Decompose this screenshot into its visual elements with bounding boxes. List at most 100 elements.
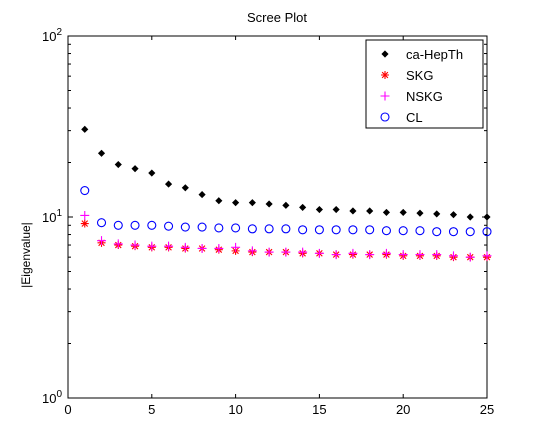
data-point	[281, 247, 291, 257]
legend-marker	[381, 71, 389, 79]
data-point	[432, 227, 442, 237]
data-point	[197, 243, 207, 253]
data-point	[131, 165, 139, 173]
data-point	[298, 247, 308, 257]
y-tick-base: 10	[42, 29, 56, 44]
x-tick-label: 25	[480, 402, 494, 417]
data-point	[247, 246, 257, 256]
data-point	[282, 201, 290, 209]
y-tick-exponent: 1	[56, 208, 62, 219]
data-point	[348, 225, 358, 235]
data-point	[448, 251, 458, 261]
data-point	[180, 222, 190, 232]
legend-marker	[381, 50, 389, 58]
data-point	[113, 220, 123, 230]
data-point	[415, 250, 425, 260]
data-point	[483, 213, 491, 221]
data-point	[164, 180, 173, 188]
data-point	[164, 241, 174, 251]
series-ca-hepth	[81, 125, 491, 221]
data-point	[180, 242, 190, 252]
data-point	[415, 226, 425, 236]
data-point	[215, 197, 223, 205]
data-point	[214, 223, 224, 233]
legend: ca-HepTh SKG NSKG CL	[365, 39, 484, 129]
data-point	[248, 199, 256, 207]
data-point	[399, 208, 407, 216]
y-tick-label: 102	[42, 27, 62, 44]
legend-marker	[380, 91, 390, 101]
legend-label: ca-HepTh	[406, 47, 463, 62]
data-point	[482, 227, 492, 237]
data-point	[113, 239, 123, 249]
y-axis-label: |Eigenvalue|	[19, 222, 33, 288]
y-tick-label: 100	[42, 389, 62, 406]
data-point	[365, 250, 375, 260]
data-point	[231, 223, 241, 233]
data-point	[465, 227, 475, 237]
x-tick-label: 20	[396, 402, 410, 417]
data-point	[465, 252, 475, 262]
data-point	[114, 160, 122, 169]
data-point	[416, 209, 424, 217]
x-tick-label: 15	[312, 402, 326, 417]
data-point	[348, 248, 358, 258]
data-point	[365, 225, 375, 235]
y-tick-label: 101	[42, 208, 62, 225]
chart-title: Scree Plot	[247, 10, 307, 25]
data-point	[398, 250, 408, 260]
data-point	[466, 213, 474, 221]
data-point	[264, 247, 274, 257]
data-point	[181, 184, 189, 192]
data-point	[331, 250, 341, 260]
data-point	[214, 243, 224, 253]
data-point	[315, 205, 323, 214]
data-point	[314, 225, 324, 235]
data-point	[198, 191, 206, 199]
data-point	[197, 222, 207, 232]
data-markers	[80, 125, 492, 262]
data-point	[366, 207, 374, 215]
y-tick-base: 10	[42, 391, 56, 406]
data-point	[281, 224, 291, 234]
data-point	[96, 218, 107, 228]
data-point	[349, 207, 357, 215]
x-tick-label: 10	[228, 402, 242, 417]
legend-label: CL	[406, 110, 423, 125]
y-tick-base: 10	[42, 210, 56, 225]
data-point	[264, 224, 274, 234]
x-tick-label: 0	[64, 402, 71, 417]
data-point	[449, 211, 458, 219]
data-point	[265, 200, 273, 208]
data-point	[148, 169, 156, 177]
data-point	[80, 210, 90, 220]
data-point	[97, 236, 107, 246]
y-tick-exponent: 2	[56, 27, 62, 38]
data-point	[147, 220, 157, 230]
legend-label: NSKG	[406, 89, 443, 104]
data-point	[247, 224, 257, 234]
legend-label: SKG	[406, 68, 433, 83]
series-nskg	[80, 210, 492, 262]
data-point	[314, 248, 324, 258]
data-point	[299, 203, 307, 211]
data-point	[80, 186, 90, 196]
data-point	[381, 248, 391, 258]
data-point	[331, 225, 341, 235]
data-point	[398, 226, 408, 236]
data-point	[433, 210, 441, 218]
series-cl	[80, 186, 492, 237]
x-tick-label: 5	[148, 402, 155, 417]
data-point	[432, 250, 442, 260]
data-point	[332, 205, 340, 214]
data-point	[97, 149, 106, 157]
data-point	[448, 227, 459, 237]
y-tick-exponent: 0	[56, 389, 62, 400]
data-point	[382, 208, 391, 216]
legend-marker	[380, 112, 390, 122]
data-point	[381, 226, 391, 236]
data-point	[81, 125, 89, 133]
data-point	[232, 199, 240, 207]
